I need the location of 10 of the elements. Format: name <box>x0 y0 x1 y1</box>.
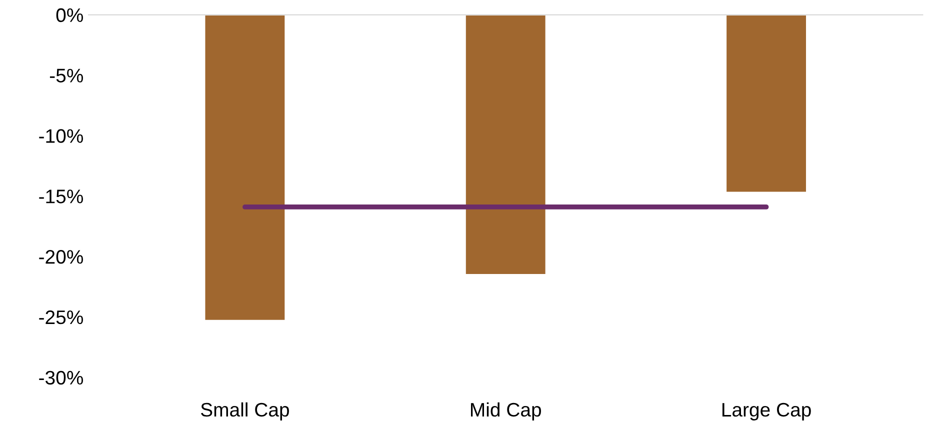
y-tick-label: -5% <box>50 68 83 82</box>
y-tick-label: -10% <box>39 129 83 143</box>
x-tick-label: Mid Cap <box>471 402 541 420</box>
y-tick-label: 0% <box>56 8 83 22</box>
y-tick-label: -15% <box>39 190 83 204</box>
x-tick-label: Large Cap <box>722 402 811 420</box>
y-tick-label: -20% <box>39 250 83 264</box>
y-tick-label: -25% <box>39 310 83 324</box>
y-tick-label: -30% <box>39 370 83 385</box>
x-tick-label: Small Cap <box>200 402 289 420</box>
